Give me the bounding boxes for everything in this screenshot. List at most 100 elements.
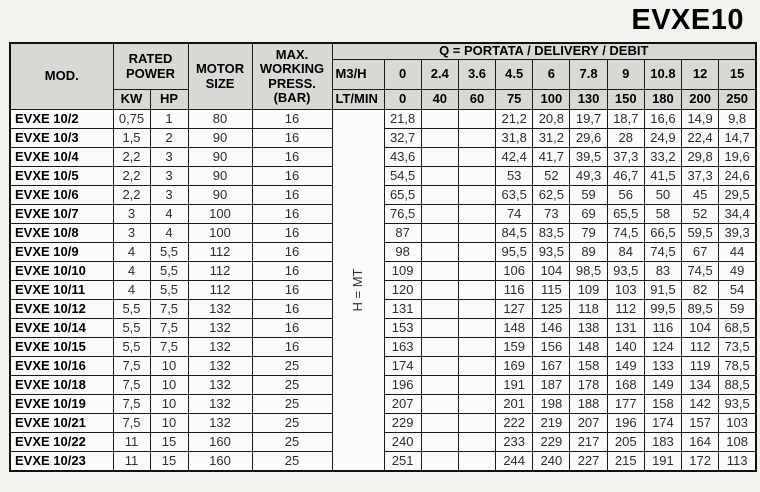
press-cell: 16	[251, 204, 333, 224]
head-value-cell: 149	[643, 375, 683, 395]
m3h-value-cell: 6	[532, 59, 571, 90]
head-value-cell: 59	[569, 185, 608, 205]
head-value-cell: 59	[718, 299, 757, 319]
head-value-cell: 168	[606, 375, 645, 395]
ltmin-value-cell: 40	[420, 89, 459, 110]
head-value-cell: 131	[383, 299, 422, 319]
motor-size-cell: 112	[187, 242, 253, 262]
ltmin-value-cell: 60	[457, 89, 497, 110]
kw-cell: 4	[112, 242, 151, 262]
motor-size-cell: 160	[187, 432, 253, 452]
head-value-cell	[457, 204, 497, 224]
head-value-cell: 84	[606, 242, 645, 262]
ltmin-value-cell: 200	[681, 89, 720, 110]
head-value-cell: 63,5	[495, 185, 534, 205]
head-value-cell: 229	[532, 432, 571, 452]
ltmin-value-cell: 100	[532, 89, 571, 110]
head-value-cell: 39,3	[718, 223, 757, 243]
press-cell: 16	[251, 261, 333, 281]
head-value-cell: 62,5	[532, 185, 571, 205]
head-value-cell: 104	[681, 318, 720, 338]
head-value-cell: 158	[643, 394, 683, 414]
ltmin-label: LT/MIN	[331, 89, 385, 110]
head-value-cell: 28	[606, 128, 645, 148]
head-value-cell: 201	[495, 394, 534, 414]
kw-cell: 5,5	[112, 318, 151, 338]
head-value-cell	[457, 261, 497, 281]
head-value-cell: 43,6	[383, 147, 422, 167]
head-value-cell: 52	[681, 204, 720, 224]
hp-cell: 10	[149, 413, 189, 433]
head-value-cell: 49	[718, 261, 757, 281]
head-value-cell: 91,5	[643, 280, 683, 300]
press-cell: 25	[251, 413, 333, 433]
press-cell: 25	[251, 375, 333, 395]
ltmin-value-cell: 250	[718, 89, 757, 110]
model-cell: EVXE 10/9	[9, 242, 114, 262]
table-row: EVXE 10/22 11 15 160 25 240 233 229 217 205 183 164…	[9, 432, 757, 452]
head-value-cell: 22,4	[681, 128, 720, 148]
head-value-cell: 140	[606, 337, 645, 357]
head-value-cell: 244	[495, 451, 534, 472]
m3h-value-cell: 7.8	[569, 59, 608, 90]
head-value-cell: 49,3	[569, 166, 608, 186]
head-value-cell: 53	[495, 166, 534, 186]
table-header: MOD. RATED POWER MOTOR SIZE MAX. WORKING…	[9, 42, 757, 110]
table-row: EVXE 10/3 1,5 2 90 16 32,7 31,8 31,2 29,6 28 24,9 2…	[9, 128, 757, 148]
head-value-cell: 93,5	[718, 394, 757, 414]
head-value-cell: 164	[681, 432, 720, 452]
head-value-cell: 219	[532, 413, 571, 433]
head-value-cell: 174	[643, 413, 683, 433]
m3h-value-cell: 3.6	[457, 59, 497, 90]
head-value-cell	[457, 318, 497, 338]
head-value-cell: 240	[383, 432, 422, 452]
head-value-cell: 65,5	[383, 185, 422, 205]
head-value-cell: 191	[495, 375, 534, 395]
head-value-cell: 205	[606, 432, 645, 452]
kw-cell: 4	[112, 280, 151, 300]
head-value-cell: 127	[495, 299, 534, 319]
hp-cell: 3	[149, 147, 189, 167]
motor-size-cell: 132	[187, 337, 253, 357]
kw-cell: 0,75	[112, 109, 151, 129]
head-value-cell: 112	[606, 299, 645, 319]
table-row: EVXE 10/16 7,5 10 132 25 174 169 167 158 149 133 11…	[9, 356, 757, 376]
head-value-cell	[420, 128, 459, 148]
head-value-cell: 109	[569, 280, 608, 300]
head-value-cell: 42,4	[495, 147, 534, 167]
m3h-value-cell: 2.4	[420, 59, 459, 90]
kw-cell: 5,5	[112, 337, 151, 357]
head-value-cell: 67	[681, 242, 720, 262]
hp-cell: 7,5	[149, 299, 189, 319]
head-value-cell	[420, 147, 459, 167]
model-cell: EVXE 10/6	[9, 185, 114, 205]
model-cell: EVXE 10/7	[9, 204, 114, 224]
head-value-cell: 31,2	[532, 128, 571, 148]
head-value-cell: 37,3	[681, 166, 720, 186]
press-cell: 16	[251, 299, 333, 319]
head-value-cell	[420, 318, 459, 338]
table-row: EVXE 10/6 2,2 3 90 16 65,5 63,5 62,5 59 56 50 45 29,…	[9, 185, 757, 205]
head-value-cell	[420, 204, 459, 224]
table-row: EVXE 10/10 4 5,5 112 16 109 106 104 98,5 93,5 83 74…	[9, 261, 757, 281]
head-value-cell: 18,7	[606, 109, 645, 129]
head-value-cell: 142	[681, 394, 720, 414]
head-value-cell: 108	[718, 432, 757, 452]
head-value-cell: 178	[569, 375, 608, 395]
head-value-cell: 191	[643, 451, 683, 472]
motor-size-cell: 80	[187, 109, 253, 129]
head-value-cell: 148	[495, 318, 534, 338]
head-value-cell: 157	[681, 413, 720, 433]
m3h-value-cell: 10.8	[643, 59, 683, 90]
kw-cell: 7,5	[112, 413, 151, 433]
kw-cell: 4	[112, 261, 151, 281]
max-press-header: MAX. WORKING PRESS. (BAR)	[251, 42, 333, 110]
head-value-cell: 207	[383, 394, 422, 414]
model-cell: EVXE 10/15	[9, 337, 114, 357]
head-value-cell: 99,5	[643, 299, 683, 319]
m3h-value-cell: 0	[383, 59, 422, 90]
head-value-cell: 95,5	[495, 242, 534, 262]
rated-power-header: RATED POWER	[112, 42, 189, 90]
hp-cell: 1	[149, 109, 189, 129]
hp-cell: 15	[149, 451, 189, 472]
